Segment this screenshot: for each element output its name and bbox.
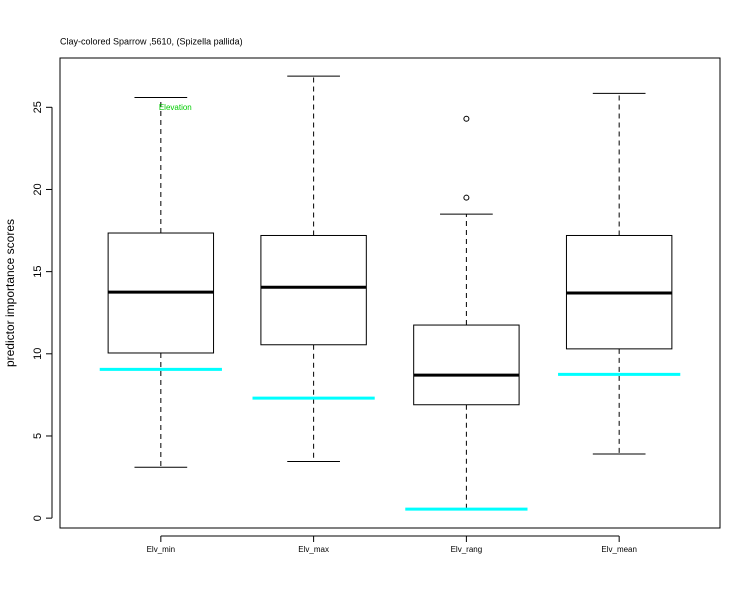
y-tick-label: 10 xyxy=(32,348,44,360)
plot-frame xyxy=(59,57,721,529)
annotation: Elevation xyxy=(159,103,192,112)
x-tick-label: Elv_max xyxy=(298,545,329,554)
y-tick-label: 0 xyxy=(32,515,44,521)
outlier xyxy=(463,115,470,122)
y-tick-label: 15 xyxy=(32,266,44,278)
chart-title: Clay-colored Sparrow ,5610, (Spizella pa… xyxy=(60,36,243,46)
outlier xyxy=(463,194,470,201)
x-tick-label: Elv_rang xyxy=(451,545,483,554)
x-tick-label: Elv_mean xyxy=(601,545,637,554)
y-tick-label: 5 xyxy=(32,433,44,439)
y-axis-label: predictor importance scores xyxy=(3,219,17,367)
box xyxy=(260,234,367,346)
y-tick-label: 25 xyxy=(32,101,44,113)
box xyxy=(413,324,520,406)
x-tick-label: Elv_min xyxy=(147,545,175,554)
y-tick-label: 20 xyxy=(32,183,44,195)
